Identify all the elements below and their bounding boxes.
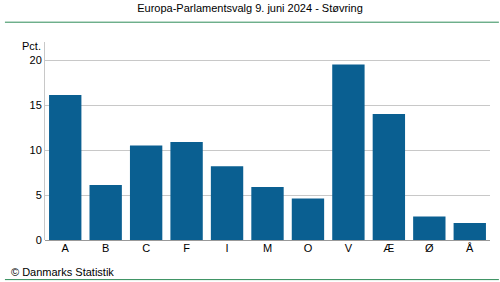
svg-text:15: 15 — [30, 99, 42, 111]
svg-text:Æ: Æ — [383, 242, 394, 254]
svg-text:Pct.: Pct. — [22, 40, 41, 52]
svg-text:O: O — [304, 242, 313, 254]
svg-text:© Danmarks Statistik: © Danmarks Statistik — [11, 266, 114, 278]
svg-text:5: 5 — [36, 189, 42, 201]
svg-text:10: 10 — [30, 144, 42, 156]
svg-text:I: I — [226, 242, 229, 254]
svg-text:Europa-Parlamentsvalg 9. juni: Europa-Parlamentsvalg 9. juni 2024 - Stø… — [137, 2, 363, 14]
svg-text:A: A — [62, 242, 70, 254]
svg-text:Ø: Ø — [425, 242, 434, 254]
svg-text:20: 20 — [30, 54, 42, 66]
svg-text:B: B — [102, 242, 109, 254]
svg-text:V: V — [345, 242, 353, 254]
svg-text:0: 0 — [36, 234, 42, 246]
svg-text:C: C — [142, 242, 150, 254]
svg-text:F: F — [183, 242, 190, 254]
svg-text:Å: Å — [466, 242, 474, 254]
svg-text:M: M — [263, 242, 272, 254]
